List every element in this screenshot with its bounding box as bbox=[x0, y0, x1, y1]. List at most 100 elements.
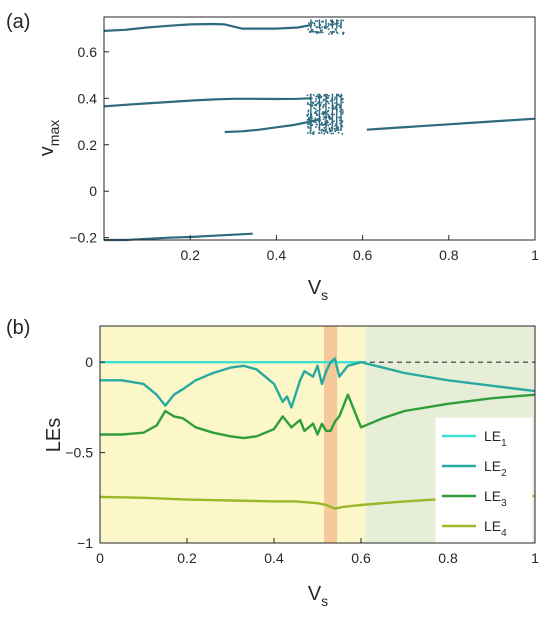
vmax-chaotic-point bbox=[319, 29, 322, 32]
vmax-chaotic-point bbox=[341, 125, 344, 128]
vmax-chaotic-point bbox=[315, 112, 318, 115]
vmax-chaotic-point bbox=[307, 110, 310, 113]
vmax-chaotic-point bbox=[321, 113, 323, 115]
panel-b-x-tick-label: 0 bbox=[96, 550, 104, 566]
vmax-chaotic-point bbox=[329, 19, 332, 22]
vmax-chaotic-point bbox=[341, 120, 344, 122]
vmax-chaotic-point bbox=[314, 110, 317, 113]
vmax-chaotic-point bbox=[325, 95, 328, 98]
vmax-chaotic-point bbox=[308, 123, 311, 125]
vmax-chaotic-point bbox=[319, 103, 322, 106]
vmax-chaotic-point bbox=[315, 123, 318, 126]
vmax-chaotic-point bbox=[314, 31, 317, 33]
vmax-chaotic-point bbox=[326, 120, 329, 122]
panel-a-x-tick-label: 0.8 bbox=[439, 247, 459, 263]
vmax-chaotic-point bbox=[330, 113, 333, 115]
panel-b-x-ticks: 0 0.2 0.4 0.6 0.8 1 bbox=[96, 538, 539, 566]
vmax-chaotic-point bbox=[312, 131, 315, 134]
panel-a-plot-area bbox=[103, 19, 536, 242]
panel-a-y-tick-label: 0.6 bbox=[78, 44, 98, 60]
vmax-chaotic-point bbox=[319, 24, 322, 26]
panel-b-y-axis-label: LEs bbox=[43, 418, 65, 452]
vmax-chaotic-point bbox=[333, 127, 336, 130]
vmax-chaotic-point bbox=[319, 31, 321, 34]
vmax-chaotic-point bbox=[322, 20, 324, 22]
vmax-chaotic-point bbox=[308, 103, 311, 106]
vmax-chaotic-point bbox=[316, 20, 319, 22]
panel-b-plot-area bbox=[99, 357, 536, 510]
vmax-chaotic-point bbox=[341, 112, 344, 115]
vmax-chaotic-point bbox=[316, 119, 319, 121]
vmax-chaotic-point bbox=[307, 123, 309, 126]
vmax-chaotic-point bbox=[313, 107, 315, 109]
vmax-chaotic-point bbox=[315, 108, 317, 110]
vmax-chaotic-point bbox=[324, 116, 326, 119]
vmax-branch bbox=[224, 118, 320, 134]
vmax-chaotic-point bbox=[326, 131, 328, 133]
vmax-chaotic-point bbox=[337, 129, 339, 131]
vmax-chaotic-point bbox=[327, 28, 330, 31]
vmax-chaotic-point bbox=[327, 102, 330, 105]
vmax-chaotic-point bbox=[337, 127, 340, 129]
vmax-chaotic-point bbox=[306, 113, 309, 116]
vmax-chaotic-point bbox=[315, 121, 317, 124]
vmax-chaotic-point bbox=[320, 101, 323, 104]
vmax-chaotic-point bbox=[329, 130, 331, 133]
vmax-chaotic-point bbox=[307, 127, 310, 129]
vmax-chaotic-point bbox=[337, 20, 339, 22]
vmax-chaotic-point bbox=[329, 116, 331, 118]
vmax-chaotic-point bbox=[320, 129, 323, 132]
panel-b-x-tick-label: 0.8 bbox=[438, 550, 458, 566]
vmax-chaotic-point bbox=[309, 130, 312, 132]
vmax-chaotic-point bbox=[315, 100, 317, 102]
vmax-chaotic-point bbox=[325, 116, 328, 119]
vmax-chaotic-point bbox=[335, 31, 338, 33]
vmax-chaotic-point bbox=[315, 104, 317, 107]
vmax-chaotic-point bbox=[316, 113, 319, 116]
vmax-chaotic-point bbox=[315, 26, 318, 29]
vmax-chaotic-point bbox=[333, 98, 336, 101]
vmax-chaotic-point bbox=[317, 117, 320, 120]
panel-b-y-tick-label: −1 bbox=[77, 535, 93, 551]
vmax-chaotic-point bbox=[341, 94, 343, 97]
vmax-chaotic-point bbox=[326, 122, 328, 124]
vmax-chaotic-point bbox=[321, 29, 323, 32]
legend-label: LE3 bbox=[484, 488, 507, 509]
panel-a-y-tick-label: 0 bbox=[89, 183, 97, 199]
vmax-chaotic-point bbox=[327, 121, 329, 124]
vmax-chaotic-point bbox=[342, 101, 344, 104]
vmax-chaotic-point bbox=[339, 129, 342, 131]
panel-a-x-axis-label: Vs bbox=[308, 277, 328, 303]
le-series-line-4 bbox=[99, 494, 536, 510]
panel-a-x-tick-label: 0.4 bbox=[267, 247, 287, 263]
vmax-chaotic-point bbox=[323, 115, 325, 118]
vmax-chaotic-point bbox=[328, 114, 330, 117]
vmax-chaotic-point bbox=[337, 132, 340, 134]
vmax-chaotic-point bbox=[311, 101, 313, 104]
vmax-chaotic-point bbox=[322, 124, 325, 126]
shaded-region bbox=[324, 326, 338, 543]
vmax-chaotic-point bbox=[311, 29, 314, 31]
vmax-chaotic-point bbox=[312, 102, 314, 105]
vmax-chaotic-point bbox=[332, 107, 335, 110]
panel-b-x-tick-label: 1 bbox=[531, 550, 539, 566]
vmax-chaotic-point bbox=[336, 94, 339, 96]
vmax-chaotic-point bbox=[323, 99, 325, 101]
panel-a-y-tick-label: 0.4 bbox=[78, 90, 98, 106]
vmax-chaotic-point bbox=[313, 121, 315, 123]
vmax-chaotic-point bbox=[342, 97, 344, 100]
vmax-chaotic-point bbox=[342, 19, 344, 22]
panel-a-x-tick-label: 0.6 bbox=[353, 247, 373, 263]
vmax-chaotic-point bbox=[306, 118, 309, 121]
vmax-chaotic-point bbox=[322, 118, 325, 120]
vmax-chaotic-point bbox=[337, 22, 339, 25]
vmax-chaotic-point bbox=[323, 95, 325, 97]
vmax-chaotic-point bbox=[308, 116, 310, 119]
vmax-chaotic-point bbox=[317, 95, 320, 98]
panel-a-x-tick-label: 1 bbox=[531, 247, 539, 263]
vmax-chaotic-point bbox=[323, 25, 326, 28]
vmax-chaotic-point bbox=[321, 111, 324, 113]
panel-a-y-ticks: −0.2 0 0.2 0.4 0.6 bbox=[69, 44, 109, 246]
panel-b-x-tick-label: 0.2 bbox=[177, 550, 197, 566]
vmax-chaotic-point bbox=[315, 98, 317, 100]
